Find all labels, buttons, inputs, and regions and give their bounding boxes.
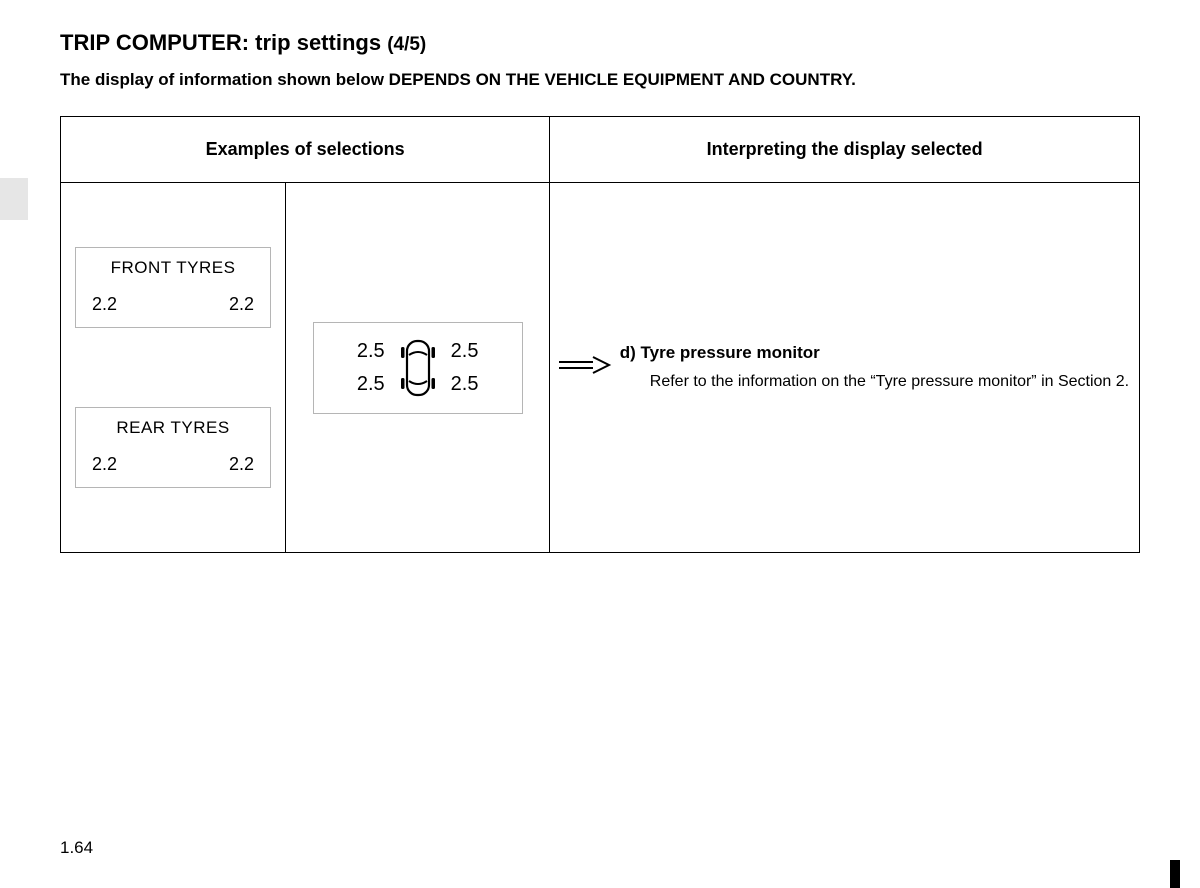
interpretation-body: Refer to the information on the “Tyre pr… [620,371,1139,393]
page-subtitle: The display of information shown below D… [60,70,1140,90]
page-number: 1.64 [60,838,93,858]
arrow-cell [550,183,620,553]
car-rear-right-value: 2.5 [451,373,479,396]
car-rear-left-value: 2.5 [357,373,385,396]
car-tyre-display: 2.5 2.5 [313,322,523,414]
front-tyres-display: FRONT TYRES 2.2 2.2 [75,247,271,328]
footer-crop-mark [1170,860,1180,888]
page-title: TRIP COMPUTER: trip settings (4/5) [60,30,1140,56]
rear-tyres-label: REAR TYRES [88,418,258,438]
interpretation-cell: d) Tyre pressure monitor Refer to the in… [620,183,1140,553]
title-main: TRIP COMPUTER: trip settings [60,30,381,55]
front-tyre-left-value: 2.2 [92,294,117,315]
rear-tyre-right-value: 2.2 [229,454,254,475]
arrow-right-icon [557,355,613,375]
examples-left-column: FRONT TYRES 2.2 2.2 REAR TYRES 2.2 [61,183,286,552]
page-edge-tab [0,178,28,220]
rear-tyre-left-value: 2.2 [92,454,117,475]
page-content: TRIP COMPUTER: trip settings (4/5) The d… [0,0,1200,553]
col-header-examples: Examples of selections [61,117,550,183]
car-right-values: 2.5 2.5 [451,340,479,396]
car-left-values: 2.5 2.5 [357,340,385,396]
car-front-right-value: 2.5 [451,340,479,363]
rear-tyres-display: REAR TYRES 2.2 2.2 [75,407,271,488]
col-header-interpreting: Interpreting the display selected [550,117,1140,183]
examples-right-column: 2.5 2.5 [286,183,549,552]
car-front-left-value: 2.5 [357,340,385,363]
interpretation-heading: d) Tyre pressure monitor [620,343,1139,363]
front-tyre-right-value: 2.2 [229,294,254,315]
title-counter: (4/5) [387,34,426,55]
front-tyres-label: FRONT TYRES [88,258,258,278]
car-top-icon [395,337,441,399]
main-table: Examples of selections Interpreting the … [60,116,1140,553]
table-row: FRONT TYRES 2.2 2.2 REAR TYRES 2.2 [61,183,1140,553]
examples-cell: FRONT TYRES 2.2 2.2 REAR TYRES 2.2 [61,183,550,553]
